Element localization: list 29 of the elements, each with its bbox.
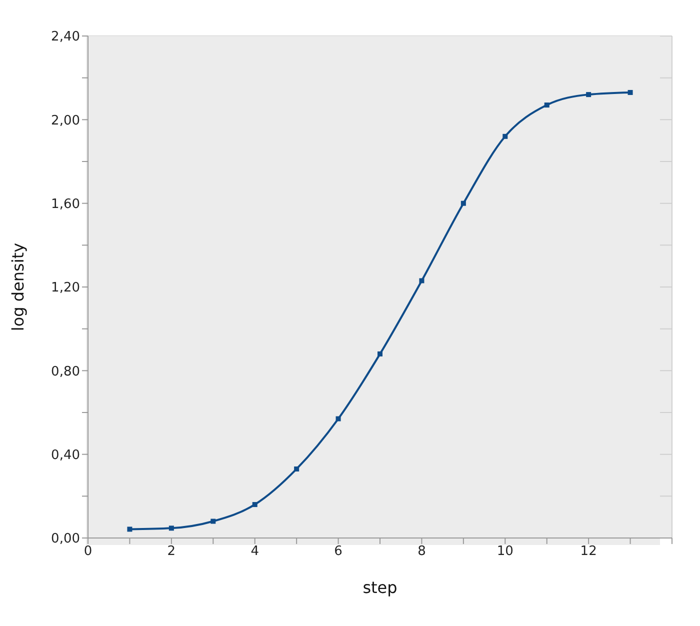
x-tick-label: 8 bbox=[418, 544, 426, 560]
x-tick-label: 4 bbox=[250, 544, 259, 560]
x-tick-label: 6 bbox=[334, 544, 342, 560]
y-tick-label: 0,80 bbox=[51, 364, 80, 380]
x-axis-title: step bbox=[362, 578, 398, 597]
point bbox=[168, 526, 174, 531]
point bbox=[210, 518, 216, 524]
y-axis-title: log density bbox=[8, 242, 28, 332]
point bbox=[378, 351, 382, 356]
point bbox=[586, 92, 592, 98]
x-tick-label: 12 bbox=[580, 544, 597, 560]
point bbox=[294, 466, 300, 472]
point bbox=[544, 102, 550, 108]
point bbox=[419, 278, 424, 284]
y-tick-label: 0,40 bbox=[51, 448, 80, 463]
point bbox=[127, 526, 132, 532]
x-tick-label: 10 bbox=[496, 544, 514, 560]
point bbox=[252, 502, 258, 508]
point bbox=[460, 200, 466, 206]
y-tick-label: 2,00 bbox=[51, 113, 80, 128]
y-tick-label: 1,20 bbox=[51, 280, 80, 296]
y-tick-label: 1,60 bbox=[51, 196, 80, 212]
x-tick-label: 0 bbox=[84, 544, 92, 560]
y-tick-label: 2,40 bbox=[51, 30, 80, 45]
point bbox=[502, 134, 508, 139]
point bbox=[628, 90, 633, 95]
point bbox=[336, 416, 341, 422]
y-tick-label: 0,00 bbox=[51, 532, 80, 547]
x-tick-label: 2 bbox=[167, 544, 176, 560]
